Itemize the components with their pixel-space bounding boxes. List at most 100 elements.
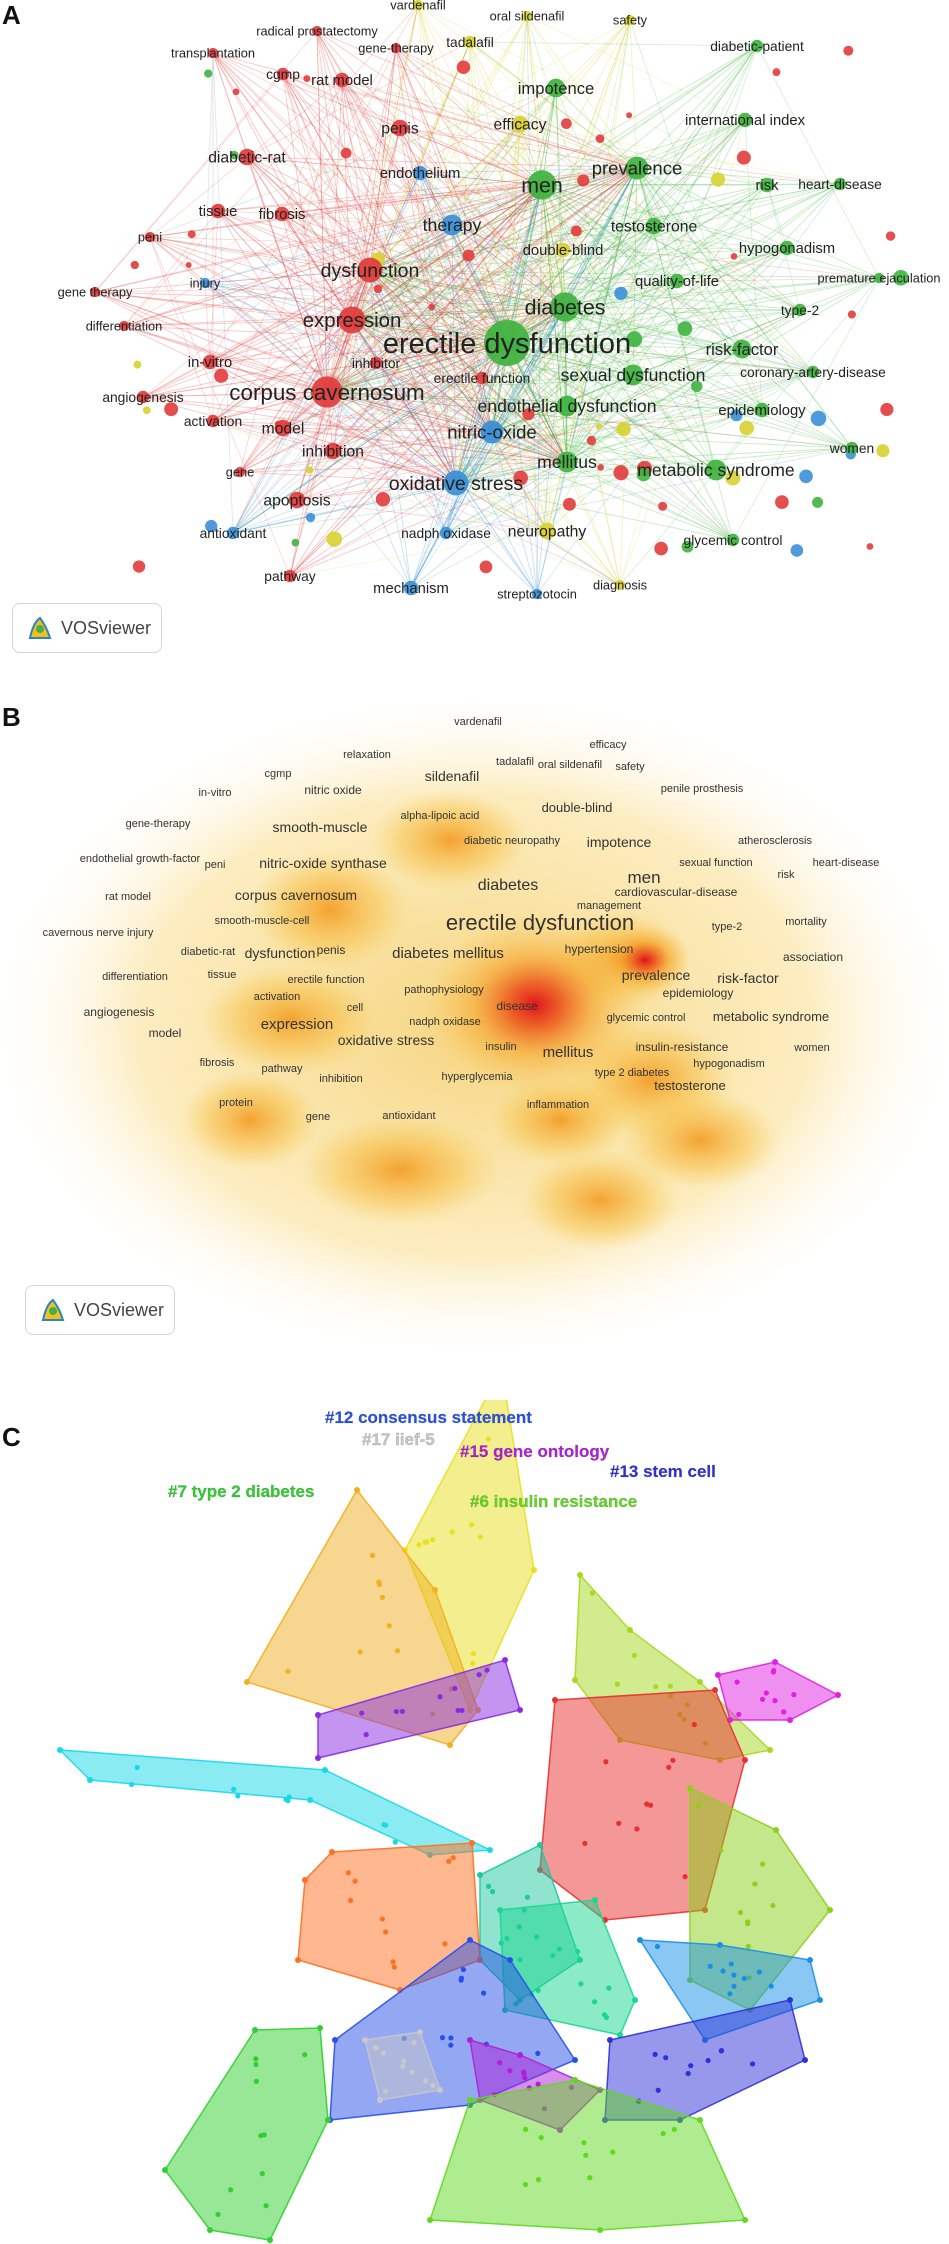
vosviewer-label: VOSviewer: [74, 1299, 165, 1320]
network-minor-node: [214, 368, 229, 383]
network-link: [316, 30, 568, 463]
network-link: [326, 391, 568, 407]
network-minor-node: [230, 150, 239, 160]
network-minor-node: [613, 465, 629, 481]
cluster-node: [589, 1590, 595, 1596]
network-link: [232, 342, 508, 534]
density-term-inhibition: inhibition: [319, 1073, 362, 1085]
node-quality-of-life: [669, 273, 685, 289]
network-link: [541, 184, 568, 463]
node-coronary-artery-disease: [806, 365, 820, 379]
cluster-node: [437, 1694, 443, 1700]
network-link: [506, 342, 853, 449]
network-link: [455, 482, 538, 595]
density-term-diabetic-neuropathy: diabetic neuropathy: [464, 835, 561, 847]
network-link: [123, 325, 457, 484]
network-link: [395, 47, 457, 484]
network-link: [541, 87, 557, 186]
network-link: [455, 247, 788, 484]
node-rat-model: [334, 72, 350, 88]
network-link: [451, 224, 814, 373]
network-link: [491, 123, 521, 433]
cluster-node: [502, 1657, 508, 1663]
network-link: [351, 247, 788, 321]
node-prevalence: [625, 156, 649, 180]
network-link: [469, 41, 638, 169]
network-link: [506, 167, 638, 344]
network-link: [212, 52, 234, 534]
density-term-in-vitro: in-vitro: [198, 787, 231, 799]
network-link: [445, 342, 508, 534]
network-link: [445, 371, 814, 534]
cluster-node: [606, 1985, 612, 1991]
network-link: [369, 269, 566, 308]
network-link: [94, 291, 508, 344]
network-link: [455, 184, 768, 484]
cluster-node: [791, 1692, 797, 1698]
network-link: [212, 269, 371, 422]
density-warm-spot: [250, 850, 410, 970]
network-minor-node: [866, 543, 874, 550]
network-link: [326, 342, 508, 393]
network-link: [632, 371, 814, 376]
network-minor-node: [812, 496, 824, 508]
network-link: [341, 79, 457, 484]
node-vardenafil: [412, 0, 424, 11]
network-minor-node: [790, 544, 804, 557]
node-label-apoptosis: apoptosis: [263, 492, 330, 509]
network-link: [212, 52, 566, 308]
network-link: [455, 309, 801, 484]
cluster-node: [448, 2035, 454, 2041]
node-diagnosis: [614, 579, 626, 591]
network-link: [282, 427, 493, 433]
node-label-peni: peni: [138, 229, 162, 244]
cluster-node: [477, 1872, 483, 1878]
network-link: [123, 87, 557, 327]
network-minor-node: [522, 408, 535, 421]
network-link: [281, 213, 568, 463]
density-term-diabetes: diabetes: [478, 877, 539, 894]
network-link: [541, 119, 746, 186]
network-link: [419, 172, 566, 308]
network-link: [506, 309, 801, 344]
network-link: [351, 319, 538, 595]
network-link: [142, 342, 508, 398]
network-link: [332, 249, 564, 452]
density-term-impotence: impotence: [587, 834, 652, 850]
network-link: [715, 409, 763, 471]
network-link: [204, 282, 743, 350]
network-minor-node: [456, 60, 471, 75]
network-minor-node: [187, 230, 196, 239]
network-link: [491, 431, 568, 463]
network-link: [564, 306, 743, 350]
network-link: [546, 461, 568, 532]
vosviewer-logo-icon: [41, 1298, 65, 1321]
node-diabetic-patient: [750, 39, 764, 53]
node-diabetes: [550, 292, 580, 322]
network-link: [566, 461, 734, 541]
cluster-node: [610, 2149, 616, 2155]
cluster-10-nitric-oxide: [57, 1747, 493, 1858]
network-link: [399, 127, 638, 169]
node-expression: [338, 306, 366, 334]
cluster-node: [637, 1937, 643, 1943]
network-link: [506, 119, 746, 344]
network-link: [326, 391, 763, 411]
network-link: [282, 269, 371, 429]
network-link: [316, 30, 566, 308]
network-link: [94, 291, 328, 393]
network-link: [491, 309, 801, 433]
cluster-node: [631, 1652, 637, 1659]
density-term-sexual-function: sexual function: [679, 857, 752, 869]
cluster-node: [572, 1677, 578, 1683]
panel-b-density-map: vardenafil tadalafil efficacy relaxation ora…: [0, 700, 949, 1350]
network-link: [399, 127, 543, 186]
network-link: [351, 319, 814, 373]
network-link: [326, 391, 412, 589]
node-label-glycemic-control: glycemic control: [684, 533, 783, 548]
network-minor-node: [885, 231, 896, 241]
cluster-node: [57, 1747, 63, 1753]
network-link: [564, 277, 880, 308]
network-link: [281, 19, 631, 215]
network-link: [246, 156, 543, 186]
